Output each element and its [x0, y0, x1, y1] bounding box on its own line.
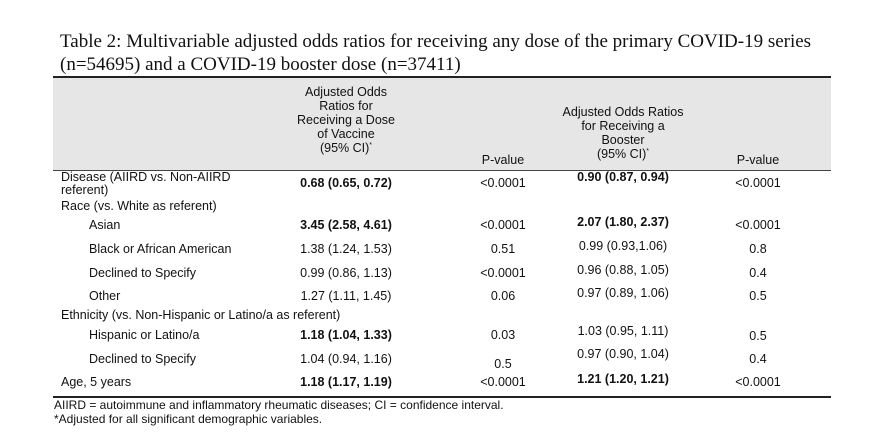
- or-booster-value: 0.97 (0.89, 1.06): [577, 286, 669, 300]
- or-dose-value: 1.04 (0.94, 1.16): [300, 352, 392, 366]
- table-bottom-rule: [53, 396, 831, 398]
- or-dose-value: 0.68 (0.65, 0.72): [300, 176, 392, 190]
- p-dose-value: 0.06: [490, 289, 516, 303]
- or-booster-value: 0.97 (0.90, 1.04): [577, 347, 669, 361]
- p-dose-value: 0.5: [494, 357, 512, 371]
- p-booster-value: 0.8: [749, 242, 767, 256]
- or-dose-value: 1.27 (1.11, 1.45): [300, 289, 392, 303]
- p-booster-value: 0.4: [749, 266, 767, 280]
- header-line: of Vaccine: [317, 127, 375, 141]
- or-booster-value: 0.90 (0.87, 0.94): [577, 170, 669, 184]
- header-line: Receiving a Dose: [297, 113, 395, 127]
- p-dose-value: <0.0001: [480, 375, 526, 389]
- header-adjusted-or-booster: Adjusted Odds Ratios for Receiving a Boo…: [553, 105, 693, 161]
- p-dose-value: <0.0001: [480, 176, 526, 190]
- header-line: Booster: [601, 133, 645, 147]
- row-label: Hispanic or Latino/a: [89, 328, 200, 342]
- row-label: Disease (AIIRD vs. Non-AIIRD referent): [61, 171, 230, 197]
- header-line: Adjusted Odds Ratios: [562, 105, 684, 119]
- odds-ratio-table: Adjusted Odds Ratios for Receiving a Dos…: [53, 76, 831, 426]
- or-dose-value: 1.38 (1.24, 1.53): [300, 242, 392, 256]
- or-booster-value: 0.96 (0.88, 1.05): [577, 263, 669, 277]
- row-label: Age, 5 years: [61, 375, 132, 389]
- header-adjusted-or-any-dose: Adjusted Odds Ratios for Receiving a Dos…: [281, 85, 411, 155]
- row-label-line: Disease (AIIRD vs. Non-AIIRD: [61, 170, 231, 184]
- footnote-adjustment: *Adjusted for all significant demographi…: [54, 412, 323, 426]
- header-line: (95% CI): [596, 147, 647, 161]
- header-line: Ratios for: [319, 99, 373, 113]
- row-label: Declined to Specify: [89, 352, 197, 366]
- row-label: Declined to Specify: [89, 266, 197, 280]
- footnote-marker: *: [646, 147, 650, 155]
- row-label: Other: [89, 289, 121, 303]
- footnote-abbreviations: AIIRD = autoimmune and inflammatory rheu…: [54, 398, 504, 412]
- header-line: for Receiving a: [581, 119, 665, 133]
- p-booster-value: 0.5: [749, 289, 767, 303]
- header-p-value-booster: P-value: [736, 153, 780, 167]
- or-dose-value: 3.45 (2.58, 4.61): [300, 218, 392, 232]
- or-dose-value: 1.18 (1.17, 1.19): [300, 375, 392, 389]
- header-line: Adjusted Odds: [305, 85, 387, 99]
- header-line: (95% CI): [319, 141, 370, 155]
- row-label: Ethnicity (vs. Non-Hispanic or Latino/a …: [61, 308, 341, 322]
- p-booster-value: 0.4: [749, 352, 767, 366]
- p-booster-value: 0.5: [749, 329, 767, 343]
- row-label: Asian: [89, 218, 121, 232]
- table-header: Adjusted Odds Ratios for Receiving a Dos…: [53, 76, 831, 171]
- p-dose-value: <0.0001: [480, 266, 526, 280]
- p-booster-value: <0.0001: [735, 218, 781, 232]
- p-dose-value: 0.51: [490, 242, 516, 256]
- p-booster-value: <0.0001: [735, 176, 781, 190]
- or-booster-value: 0.99 (0.93,1.06): [578, 239, 668, 253]
- row-label-line: referent): [61, 183, 109, 197]
- row-label: Race (vs. White as referent): [61, 199, 217, 213]
- or-booster-value: 1.21 (1.20, 1.21): [577, 372, 669, 386]
- header-p-value-dose: P-value: [481, 153, 525, 167]
- p-dose-value: 0.03: [490, 328, 516, 342]
- or-booster-value: 1.03 (0.95, 1.11): [577, 324, 669, 338]
- p-booster-value: <0.0001: [735, 375, 781, 389]
- or-dose-value: 0.99 (0.86, 1.13): [300, 266, 392, 280]
- footnote-marker: *: [369, 141, 373, 149]
- or-dose-value: 1.18 (1.04, 1.33): [300, 328, 392, 342]
- or-booster-value: 2.07 (1.80, 2.37): [577, 215, 669, 229]
- p-dose-value: <0.0001: [480, 218, 526, 232]
- table-title: Table 2: Multivariable adjusted odds rat…: [60, 31, 812, 75]
- row-label: Black or African American: [89, 242, 232, 256]
